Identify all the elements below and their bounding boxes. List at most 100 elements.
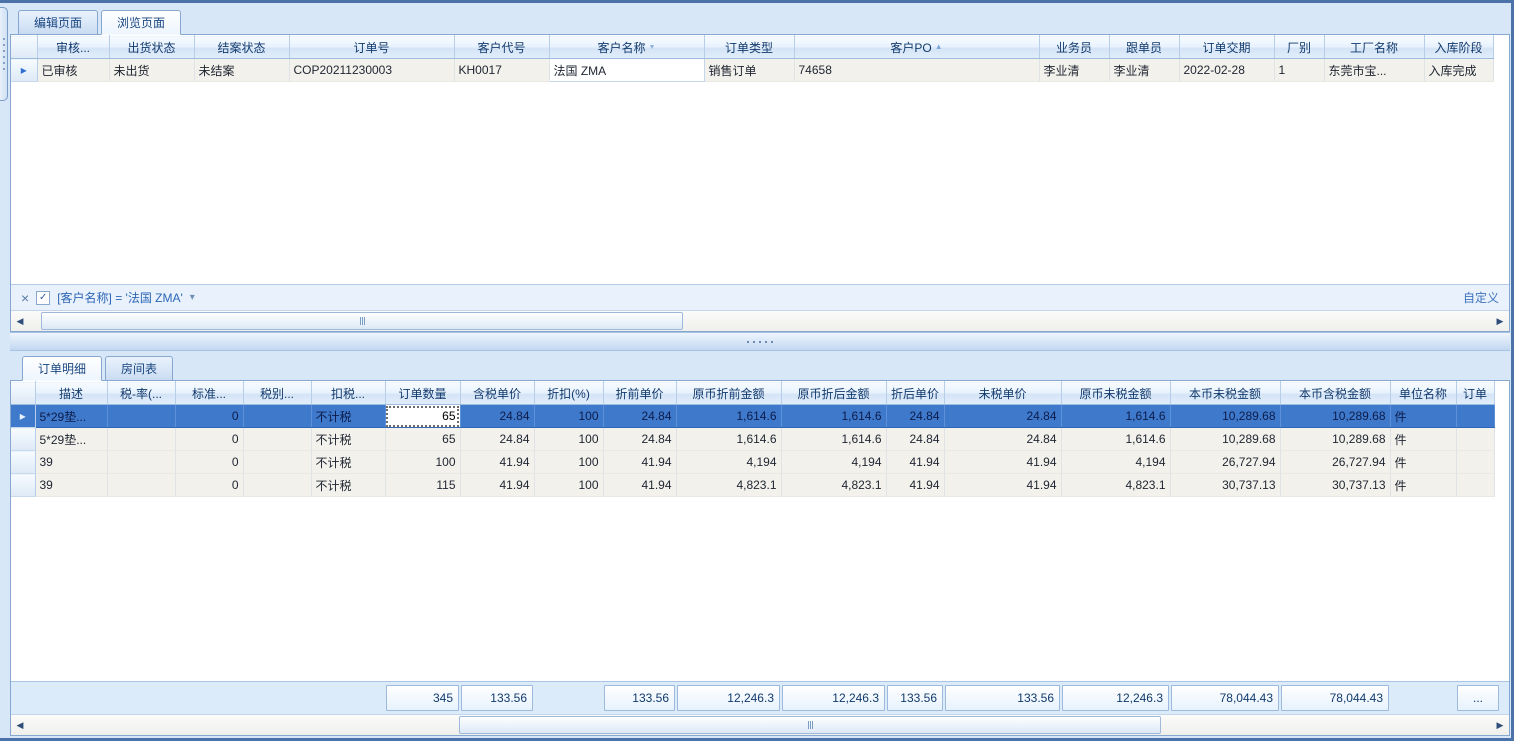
cell[interactable]: 24.84 <box>944 427 1062 451</box>
column-header-local-amt-incl-tax[interactable]: 本币含税金额 <box>1280 381 1391 405</box>
cell[interactable]: 30,737.13 <box>1280 473 1391 497</box>
cell[interactable]: 东莞市宝... <box>1324 58 1425 82</box>
cell[interactable]: 26,727.94 <box>1170 450 1281 474</box>
column-header-order-no[interactable]: 订单号 <box>289 35 455 59</box>
cell[interactable] <box>1456 404 1495 428</box>
cell[interactable]: 4,823.1 <box>676 473 782 497</box>
row-indicator[interactable]: ▸ <box>11 58 38 82</box>
cell[interactable]: 1,614.6 <box>781 427 887 451</box>
cell[interactable] <box>107 427 176 451</box>
column-header-factory-name[interactable]: 工厂名称 <box>1324 35 1425 59</box>
column-header-order[interactable]: 订单 <box>1456 381 1495 405</box>
cell[interactable]: 未结案 <box>194 58 290 82</box>
cell[interactable] <box>243 427 312 451</box>
cell[interactable]: 10,289.68 <box>1170 427 1281 451</box>
cell[interactable]: 65 <box>385 427 461 451</box>
column-header-description[interactable]: 描述 <box>35 381 108 405</box>
column-header-price-incl-tax[interactable]: 含税单价 <box>460 381 535 405</box>
cell[interactable]: 100 <box>534 427 604 451</box>
cell[interactable]: 24.84 <box>460 404 535 428</box>
filter-funnel-icon[interactable]: ▼ <box>648 43 656 51</box>
column-header-tax-rate[interactable]: 税-率(... <box>107 381 176 405</box>
cell[interactable]: 100 <box>534 473 604 497</box>
row-indicator[interactable] <box>11 473 36 497</box>
tab-edit-page[interactable]: 编辑页面 <box>18 10 99 35</box>
cell[interactable] <box>243 473 312 497</box>
cell[interactable]: 件 <box>1390 450 1457 474</box>
scroll-left-icon[interactable]: ◀ <box>16 719 24 730</box>
column-header-customer-po[interactable]: 客户PO ▲ <box>794 35 1040 59</box>
column-header-unit-name[interactable]: 单位名称 <box>1390 381 1457 405</box>
cell[interactable]: 4,194 <box>676 450 782 474</box>
cell[interactable]: 1,614.6 <box>1061 427 1171 451</box>
cell[interactable]: 24.84 <box>603 404 677 428</box>
cell[interactable]: 不计税 <box>311 450 386 474</box>
cell[interactable] <box>243 450 312 474</box>
tab-order-details[interactable]: 订单明细 <box>22 356 103 381</box>
cell[interactable] <box>107 450 176 474</box>
cell[interactable]: 0 <box>175 427 244 451</box>
cell[interactable] <box>107 473 176 497</box>
cell[interactable]: 4,823.1 <box>781 473 887 497</box>
cell[interactable] <box>1456 427 1495 451</box>
scroll-right-icon[interactable]: ▶ <box>1496 315 1504 326</box>
filter-customize-link[interactable]: 自定义 <box>1462 291 1499 305</box>
cell[interactable]: 24.84 <box>460 427 535 451</box>
column-header-tax-type[interactable]: 税别... <box>243 381 312 405</box>
cell[interactable]: 李业清 <box>1109 58 1180 82</box>
column-header-salesman[interactable]: 业务员 <box>1039 35 1110 59</box>
column-header-orig-amt-before-discount[interactable]: 原币折前金额 <box>676 381 782 405</box>
cell[interactable]: 41.94 <box>603 473 677 497</box>
cell[interactable]: 李业清 <box>1039 58 1110 82</box>
cell[interactable]: 41.94 <box>944 450 1062 474</box>
cell[interactable] <box>1456 450 1495 474</box>
column-header-orig-amt-excl-tax[interactable]: 原币未税金额 <box>1061 381 1171 405</box>
summary-more-button[interactable]: ... <box>1457 685 1499 711</box>
cell[interactable]: 39 <box>35 450 108 474</box>
cell[interactable]: 5*29垫... <box>35 404 108 428</box>
cell[interactable]: 1,614.6 <box>676 427 782 451</box>
cell[interactable]: 100 <box>534 404 604 428</box>
cell[interactable]: 0 <box>175 404 244 428</box>
cell[interactable]: 不计税 <box>311 427 386 451</box>
cell[interactable]: 41.94 <box>944 473 1062 497</box>
scroll-left-icon[interactable]: ◀ <box>16 315 24 326</box>
column-header-ship-status[interactable]: 出货状态 <box>109 35 195 59</box>
row-indicator[interactable] <box>11 450 36 474</box>
column-header-instock-stage[interactable]: 入库阶段 <box>1424 35 1494 59</box>
filter-close-icon[interactable]: × <box>21 289 30 306</box>
column-header-price-before-discount[interactable]: 折前单价 <box>603 381 677 405</box>
focused-cell-order-qty[interactable]: 65 <box>385 404 461 428</box>
cell[interactable]: 115 <box>385 473 461 497</box>
cell[interactable]: 30,737.13 <box>1170 473 1281 497</box>
cell[interactable]: 41.94 <box>886 450 945 474</box>
cell[interactable]: 4,194 <box>781 450 887 474</box>
cell[interactable]: 24.84 <box>886 404 945 428</box>
cell[interactable]: 1,614.6 <box>781 404 887 428</box>
column-header-price-after-discount[interactable]: 折后单价 <box>886 381 945 405</box>
column-header-delivery-date[interactable]: 订单交期 <box>1179 35 1275 59</box>
scroll-right-icon[interactable]: ▶ <box>1496 719 1504 730</box>
column-header-local-amt-excl-tax[interactable]: 本币未税金额 <box>1170 381 1281 405</box>
cell[interactable]: 39 <box>35 473 108 497</box>
filter-dropdown-icon[interactable]: ▾ <box>189 292 195 303</box>
cell[interactable]: 5*29垫... <box>35 427 108 451</box>
cell[interactable]: 74658 <box>794 58 1040 82</box>
cell[interactable]: 件 <box>1390 404 1457 428</box>
cell[interactable]: 41.94 <box>603 450 677 474</box>
column-header-order-qty[interactable]: 订单数量 <box>385 381 461 405</box>
column-header-factory-id[interactable]: 厂别 <box>1274 35 1325 59</box>
cell[interactable] <box>1456 473 1495 497</box>
cell[interactable]: 0 <box>175 473 244 497</box>
scrollbar-thumb[interactable] <box>459 716 1161 734</box>
row-indicator[interactable]: ▸ <box>11 404 36 428</box>
cell[interactable]: 26,727.94 <box>1280 450 1391 474</box>
cell[interactable]: 10,289.68 <box>1280 427 1391 451</box>
cell[interactable]: 41.94 <box>460 473 535 497</box>
orders-horizontal-scrollbar[interactable]: ◀ ▶ <box>11 310 1509 331</box>
filter-expression[interactable]: [客户名称] = '法国 ZMA' <box>57 291 183 305</box>
cell[interactable]: 0 <box>175 450 244 474</box>
cell[interactable]: COP20211230003 <box>289 58 455 82</box>
column-header-price-excl-tax[interactable]: 未税单价 <box>944 381 1062 405</box>
filter-enabled-checkbox[interactable]: ✓ <box>36 290 51 305</box>
